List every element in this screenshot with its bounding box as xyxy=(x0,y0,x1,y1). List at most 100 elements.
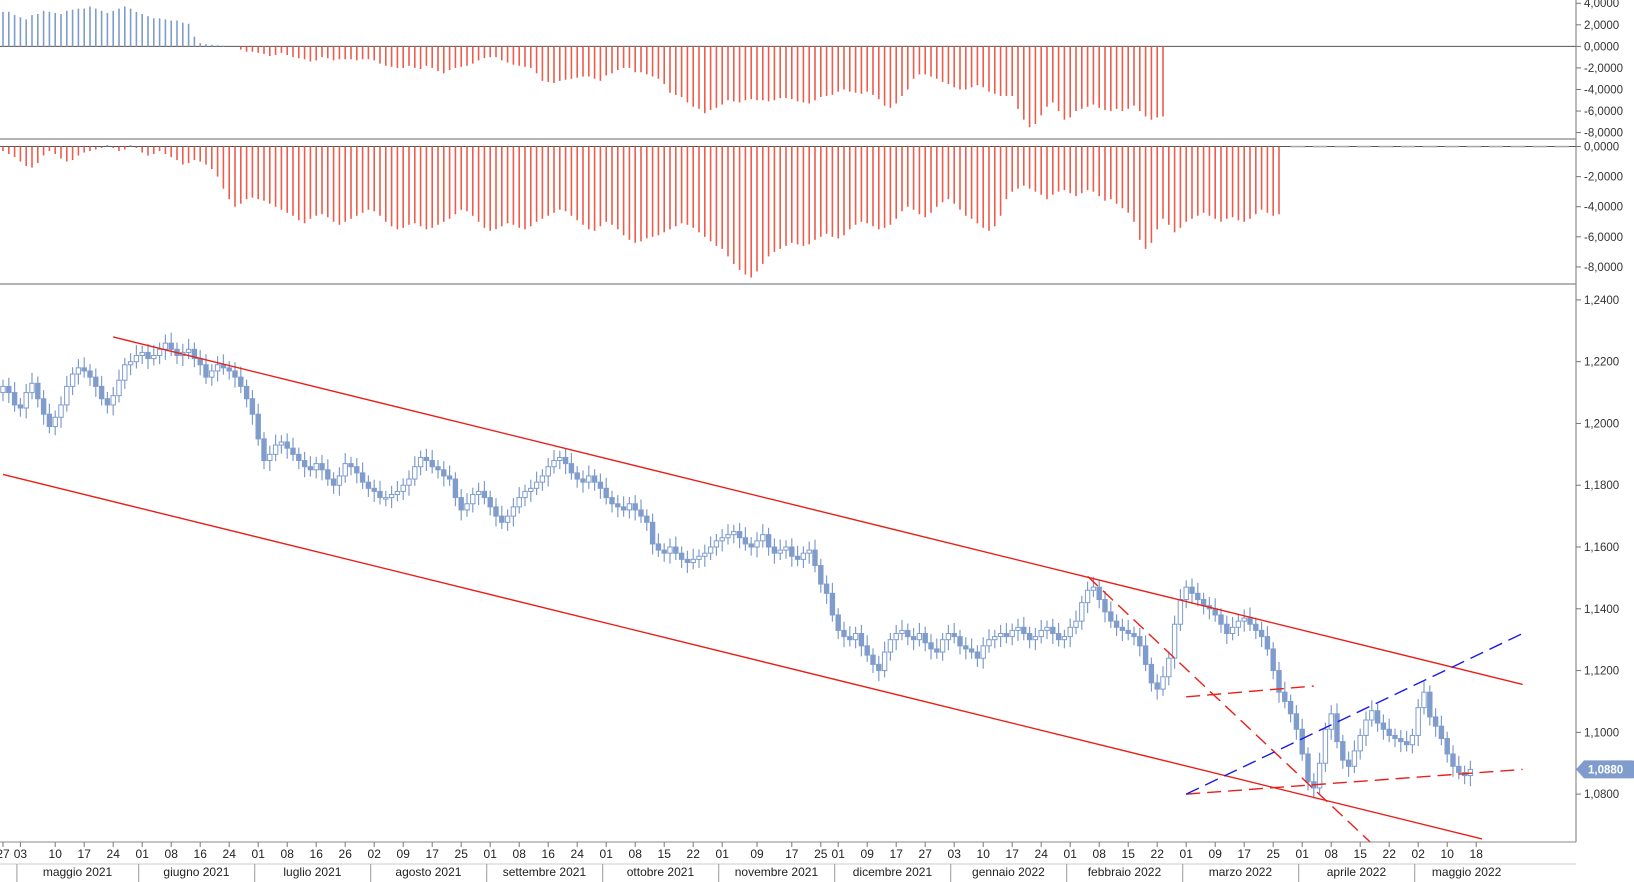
x-day-label: 08 xyxy=(1325,847,1339,861)
x-day-label: 09 xyxy=(750,847,764,861)
candle-body xyxy=(533,481,540,489)
candle xyxy=(841,621,847,648)
candle xyxy=(470,487,476,513)
candle xyxy=(226,361,232,380)
candle-body xyxy=(1287,700,1294,715)
candle-body xyxy=(75,367,82,375)
candle xyxy=(290,437,296,462)
candle xyxy=(777,539,783,560)
candle xyxy=(1189,578,1195,604)
y-tick-label: -4,0000 xyxy=(1584,84,1623,96)
candle xyxy=(557,450,563,470)
candle-body xyxy=(615,503,621,508)
candle xyxy=(162,334,169,360)
candle xyxy=(1218,608,1224,633)
candle-body xyxy=(580,478,586,483)
candle-body xyxy=(765,534,772,548)
candle-body xyxy=(1177,599,1184,625)
candle-body xyxy=(974,651,981,659)
candle-body xyxy=(783,546,789,551)
candle xyxy=(307,456,314,477)
candle-body xyxy=(243,385,250,400)
x-day-label: 02 xyxy=(1412,847,1426,861)
candle xyxy=(1195,582,1201,607)
candle-body xyxy=(40,398,47,415)
x-month-label: giugno 2021 xyxy=(163,865,229,879)
candle-body xyxy=(818,565,824,585)
candle-body xyxy=(255,413,261,440)
last-price-badge-shape xyxy=(1576,760,1634,779)
x-day-label: 26 xyxy=(339,847,353,861)
candle xyxy=(127,353,134,376)
x-day-label: 01 xyxy=(484,847,498,861)
candle xyxy=(1398,729,1404,753)
x-day-label: 03 xyxy=(14,847,28,861)
x-day-label: 25 xyxy=(1267,847,1281,861)
candle-body xyxy=(1009,629,1015,638)
y-tick-label: -2,0000 xyxy=(1584,63,1623,75)
candle-body xyxy=(139,351,145,356)
x-month-label: ottobre 2021 xyxy=(627,865,695,879)
candle xyxy=(40,390,47,425)
candle xyxy=(429,450,435,474)
candle xyxy=(23,383,29,419)
candle-body xyxy=(1467,768,1474,777)
candle-body xyxy=(562,456,569,465)
candle-body xyxy=(1195,592,1201,601)
candle xyxy=(75,359,82,385)
candle xyxy=(1067,618,1073,648)
candle-body xyxy=(963,645,969,650)
candle-body xyxy=(951,633,957,638)
x-day-label: 27 xyxy=(0,847,10,861)
candle xyxy=(649,513,656,555)
candle xyxy=(800,546,807,569)
candle xyxy=(986,629,992,653)
candle-body xyxy=(1137,636,1143,647)
candle xyxy=(968,638,975,659)
candle-body xyxy=(156,348,163,357)
candle xyxy=(516,487,522,514)
candle-body xyxy=(992,636,998,641)
candle-body xyxy=(551,460,557,468)
candle xyxy=(487,490,493,516)
candle xyxy=(1038,619,1044,644)
y-tick-label: 0,0000 xyxy=(1584,142,1619,154)
candle xyxy=(1357,728,1363,760)
candle-body xyxy=(510,506,517,517)
candle xyxy=(1444,731,1450,763)
y-tick-label: 4,0000 xyxy=(1584,0,1619,10)
candle-body xyxy=(800,552,807,560)
candle-body xyxy=(829,592,836,616)
candle-body xyxy=(0,385,6,394)
candle xyxy=(655,533,662,557)
candle xyxy=(1003,622,1010,644)
candle-body xyxy=(742,537,749,545)
candle-body xyxy=(1351,750,1358,767)
candle xyxy=(104,391,111,414)
candle xyxy=(278,435,285,454)
candle xyxy=(388,485,395,509)
time-axis: 27 03 10 17 24 01 08 16 24 01 08 16 26 02 09 17 25 01 08 16… xyxy=(0,842,1576,882)
x-day-label: 03 xyxy=(948,847,962,861)
candle xyxy=(1119,618,1126,641)
candle-body xyxy=(145,351,151,360)
candle-body xyxy=(986,639,992,647)
candle xyxy=(1258,621,1265,648)
candle-body xyxy=(957,636,963,647)
y-tick-label: -2,0000 xyxy=(1584,172,1623,184)
candle xyxy=(736,522,743,549)
candle xyxy=(1026,626,1033,649)
candle xyxy=(272,434,279,462)
candle xyxy=(394,480,401,502)
candle-body xyxy=(6,385,12,394)
candle-body xyxy=(1264,636,1271,650)
candle-body xyxy=(719,537,725,542)
candle xyxy=(609,490,615,513)
candle xyxy=(1334,703,1340,749)
candle-body xyxy=(707,546,714,554)
candle xyxy=(1079,595,1085,630)
x-month-label: maggio 2021 xyxy=(43,865,113,879)
candle-body xyxy=(1409,734,1416,746)
candle-body xyxy=(296,453,302,462)
candle-body xyxy=(876,663,882,672)
